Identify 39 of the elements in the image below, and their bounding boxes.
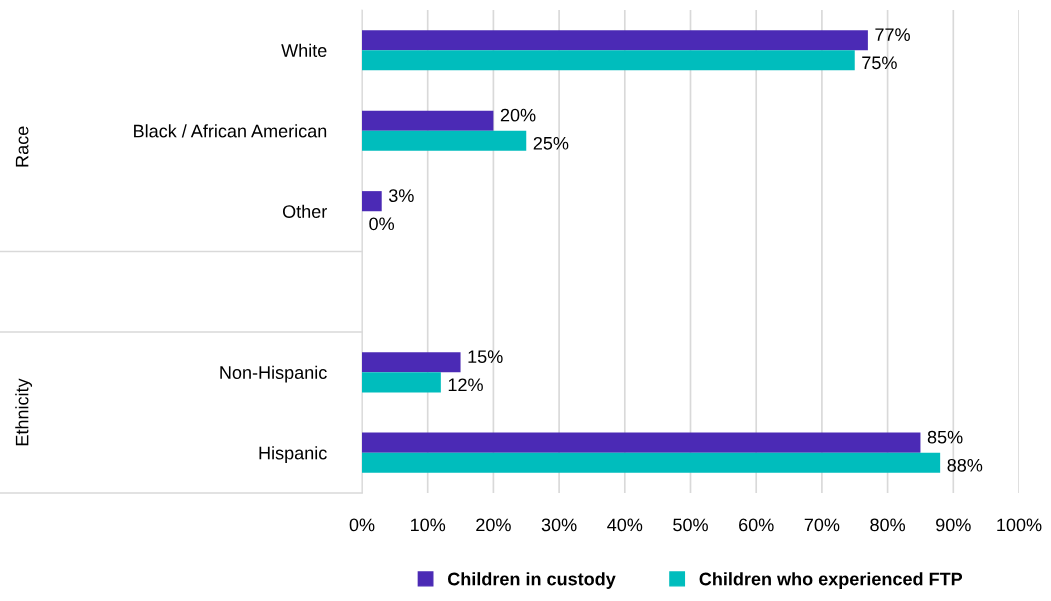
data-label: 88%: [947, 458, 983, 472]
bar: [362, 50, 855, 71]
x-tick-label: 0%: [349, 518, 375, 532]
text: Ethnicity: [15, 378, 33, 446]
text: Race: [15, 126, 29, 167]
x-tick-label: 70%: [804, 518, 840, 532]
data-label: 77%: [875, 28, 910, 41]
bar: [362, 110, 494, 131]
legend-label: Children who experienced FTP: [699, 572, 963, 589]
y-tick-label: White: [281, 43, 327, 57]
y-tick-label: Black / African American: [134, 124, 327, 138]
bar: [362, 191, 382, 212]
bar: [362, 352, 461, 373]
x-tick-label: 20%: [476, 518, 511, 532]
bar: [362, 30, 868, 51]
x-tick-label: 40%: [607, 518, 643, 532]
x-tick-label: 10%: [411, 518, 446, 532]
data-label: 85%: [927, 430, 963, 444]
legend-label: Children in custody: [447, 572, 616, 589]
x-tick-label: 50%: [673, 518, 708, 532]
y-tick-label: Non-Hispanic: [220, 365, 327, 383]
x-tick-label: 80%: [870, 518, 906, 532]
data-label: 15%: [468, 350, 503, 364]
bar: [362, 372, 441, 393]
bar: [362, 130, 527, 151]
data-label: 25%: [533, 136, 569, 150]
data-label: 20%: [500, 108, 536, 122]
data-label: 3%: [388, 189, 414, 203]
x-tick-label: 90%: [936, 518, 971, 532]
data-label: 12%: [448, 378, 483, 392]
x-tick-label: 100%: [997, 518, 1042, 532]
bar: [362, 432, 921, 453]
data-label: 0%: [369, 217, 395, 231]
bar: [362, 452, 941, 473]
x-tick-label: 30%: [541, 518, 577, 532]
data-label: 75%: [862, 56, 897, 70]
y-tick-label: Hispanic: [259, 446, 327, 464]
x-tick-label: 60%: [739, 518, 774, 532]
y-tick-label: Other: [282, 204, 327, 218]
